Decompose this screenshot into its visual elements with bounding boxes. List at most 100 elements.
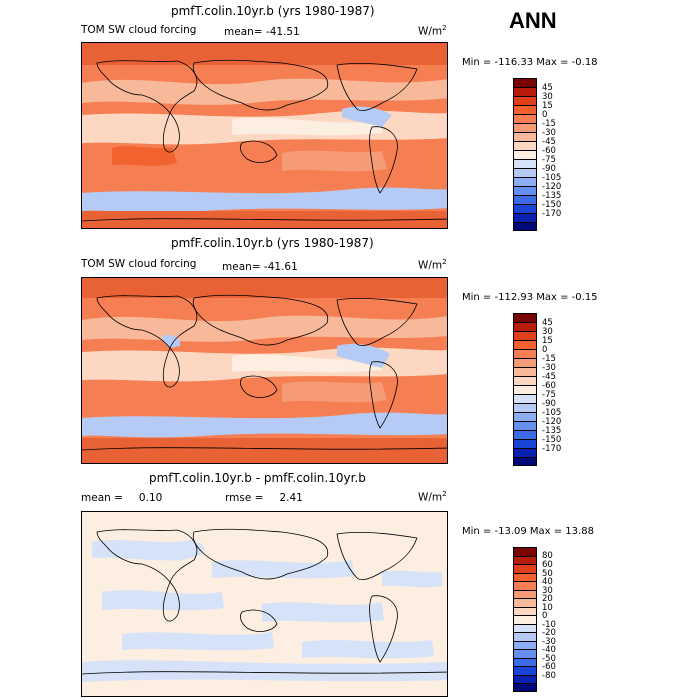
panel-3-rmse-label: rmse = 2.41	[225, 492, 303, 504]
panel-1-colorbar-label: 45	[542, 83, 553, 93]
panel-2-colorbar-label: -90	[542, 399, 556, 409]
panel-1-colorbar-label: -135	[542, 191, 562, 201]
panel-2-colorbar-label: -75	[542, 390, 556, 400]
panel-1-colorbar-label: -30	[542, 128, 556, 138]
panel-2-colorbar-swatch	[513, 358, 537, 367]
panel-2-colorbar-label: 0	[542, 345, 548, 355]
panel-2-colorbar-label: -170	[542, 444, 562, 454]
panel-1-colorbar-label: -150	[542, 200, 562, 210]
panel-3-colorbar-swatch	[513, 640, 537, 649]
panel-1-colorbar-label: -75	[542, 155, 556, 165]
panel-3-colorbar-label: -50	[542, 654, 556, 664]
panel-2-map	[81, 277, 448, 464]
panel-2-colorbar-swatch	[513, 331, 537, 340]
panel-3-colorbar-label: 80	[542, 551, 553, 561]
panel-2-colorbar-label: -15	[542, 354, 556, 364]
panel-2-colorbar-swatch	[513, 412, 537, 421]
panel-3-colorbar-label: -30	[542, 637, 556, 647]
panel-3-colorbar-label: 10	[542, 603, 553, 613]
panel-1-colorbar-swatch	[513, 78, 537, 87]
panel-1-colorbar-swatch	[513, 132, 537, 141]
panel-1-colorbar-swatch	[513, 96, 537, 105]
panel-1-colorbar-label: 30	[542, 92, 553, 102]
panel-2-colorbar-swatch	[513, 448, 537, 457]
panel-1-units: W/m2	[418, 24, 447, 38]
panel-2-colorbar-swatch	[513, 457, 537, 466]
panel-1-colorbar-swatch	[513, 186, 537, 195]
panel-2-colorbar-label: -120	[542, 417, 562, 427]
panel-1-colorbar-swatch	[513, 177, 537, 186]
panel-3-colorbar-swatch	[513, 674, 537, 683]
panel-3-colorbar-label: -80	[542, 671, 556, 681]
panel-2-colorbar-swatch	[513, 376, 537, 385]
panel-3-colorbar-swatch	[513, 555, 537, 564]
panel-2-colorbar-swatch	[513, 367, 537, 376]
panel-3-colorbar-swatch	[513, 598, 537, 607]
panel-3-colorbar-label: 40	[542, 577, 553, 587]
panel-3-units: W/m2	[418, 490, 447, 504]
panel-2-colorbar-label: 15	[542, 336, 553, 346]
panel-2-colorbar-label: 45	[542, 318, 553, 328]
panel-1-colorbar-label: -105	[542, 173, 562, 183]
panel-2-mean-label: mean= -41.61	[222, 261, 298, 273]
panel-3-rmse-value: 2.41	[279, 492, 303, 504]
panel-2-colorbar-swatch	[513, 439, 537, 448]
panel-1-colorbar-label: 0	[542, 110, 548, 120]
panel-1-colorbar-label: -120	[542, 182, 562, 192]
panel-1-colorbar-swatch	[513, 87, 537, 96]
panel-1-colorbar-label: -60	[542, 146, 556, 156]
panel-2-colorbar-swatch	[513, 430, 537, 439]
panel-3-colorbar-label: 30	[542, 586, 553, 596]
panel-1-variable-label: TOM SW cloud forcing	[81, 24, 197, 36]
panel-3-colorbar-label: -40	[542, 645, 556, 655]
panel-1-title: pmfT.colin.10yr.b (yrs 1980-1987)	[171, 4, 375, 18]
panel-3-colorbar-swatch	[513, 615, 537, 624]
panel-2-colorbar-label: 30	[542, 327, 553, 337]
panel-2-colorbar-label: -105	[542, 408, 562, 418]
panel-1-colorbar-label: -170	[542, 209, 562, 219]
panel-3-colorbar	[513, 547, 537, 692]
panel-2-colorbar-label: -150	[542, 435, 562, 445]
panel-2-minmax: Min = -112.93 Max = -0.15	[462, 292, 598, 303]
panel-2-units: W/m2	[418, 258, 447, 272]
panel-2-colorbar-swatch	[513, 403, 537, 412]
panel-2-colorbar-swatch	[513, 394, 537, 403]
panel-1-colorbar-label: 15	[542, 101, 553, 111]
panel-3-mean-value: 0.10	[138, 492, 163, 504]
panel-3-colorbar-swatch	[513, 623, 537, 632]
panel-3-colorbar-swatch	[513, 589, 537, 598]
panel-3-colorbar-swatch	[513, 657, 537, 666]
panel-2-colorbar-label: -45	[542, 372, 556, 382]
panel-1-colorbar-label: -90	[542, 164, 556, 174]
panel-3-colorbar-swatch	[513, 683, 537, 692]
panel-3-colorbar-label: -10	[542, 620, 556, 630]
panel-1-colorbar-swatch	[513, 195, 537, 204]
panel-2-colorbar-swatch	[513, 340, 537, 349]
panel-1-colorbar	[513, 78, 537, 231]
panel-1-colorbar-swatch	[513, 213, 537, 222]
panel-3-colorbar-label: -60	[542, 662, 556, 672]
panel-1-colorbar-label: -15	[542, 119, 556, 129]
panel-3-mean-label: mean = 0.10	[81, 492, 163, 504]
panel-3-colorbar-swatch	[513, 649, 537, 658]
panel-3-colorbar-label: 60	[542, 560, 553, 570]
panel-2-colorbar-label: -60	[542, 381, 556, 391]
panel-3-colorbar-swatch	[513, 564, 537, 573]
panel-3-colorbar-swatch	[513, 572, 537, 581]
panel-2-map-canvas	[82, 278, 447, 463]
panel-3-colorbar-swatch	[513, 606, 537, 615]
panel-1-colorbar-swatch	[513, 123, 537, 132]
panel-1-colorbar-swatch	[513, 222, 537, 231]
panel-1-map-canvas	[82, 43, 447, 228]
panel-3-colorbar-label: 50	[542, 569, 553, 579]
panel-1-colorbar-swatch	[513, 159, 537, 168]
season-label: ANN	[509, 8, 557, 33]
panel-1-mean-label: mean= -41.51	[224, 26, 300, 38]
panel-2-colorbar	[513, 313, 537, 466]
panel-1-colorbar-swatch	[513, 114, 537, 123]
panel-2-title: pmfF.colin.10yr.b (yrs 1980-1987)	[171, 236, 374, 250]
panel-1-colorbar-swatch	[513, 105, 537, 114]
panel-2-colorbar-label: -30	[542, 363, 556, 373]
panel-3-colorbar-swatch	[513, 547, 537, 556]
panel-1-colorbar-swatch	[513, 204, 537, 213]
